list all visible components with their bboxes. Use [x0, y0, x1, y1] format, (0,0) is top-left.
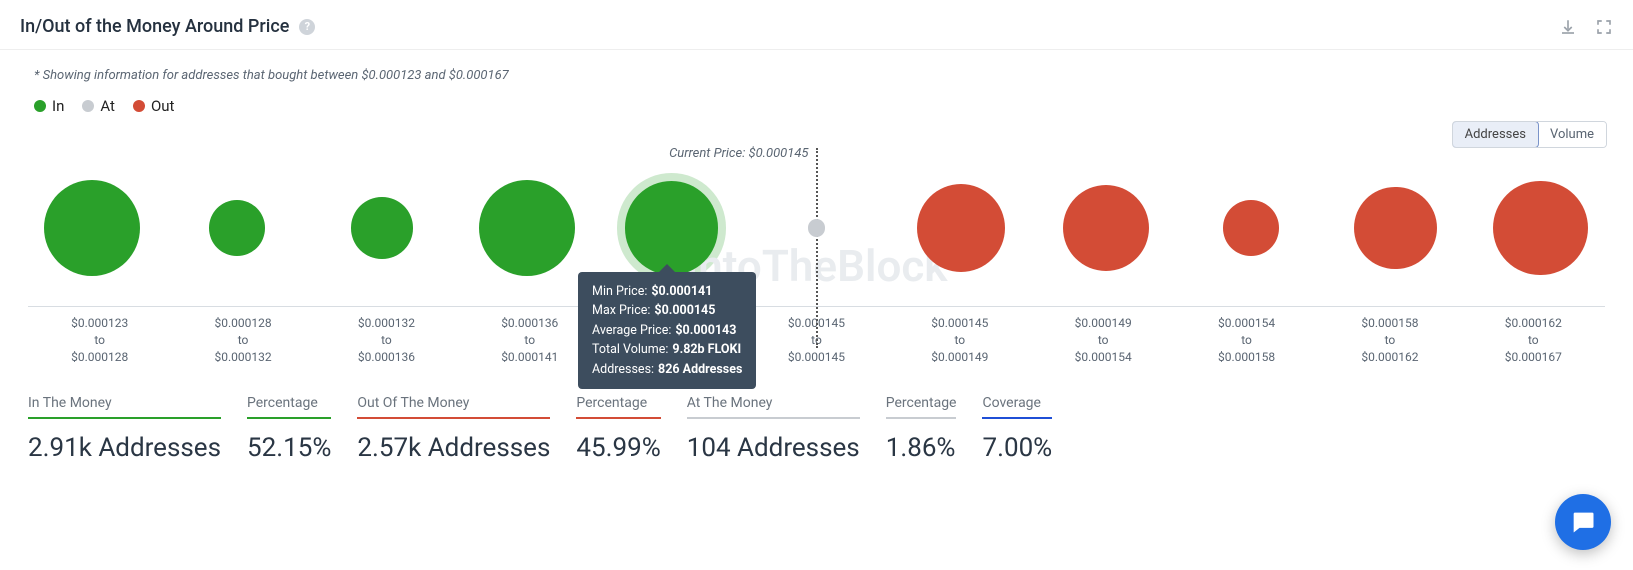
bubble[interactable] — [1493, 181, 1587, 275]
bubble[interactable] — [44, 180, 140, 276]
bubble[interactable] — [209, 200, 265, 256]
stat-block: Percentage 1.86% — [886, 395, 957, 463]
stat-label: Percentage — [886, 395, 957, 419]
bubble[interactable] — [1354, 187, 1437, 270]
legend-label: Out — [151, 97, 175, 115]
stat-block: In The Money 2.91k Addresses — [28, 395, 221, 463]
range-label: $0.000128to$0.000132 — [171, 315, 314, 365]
download-icon[interactable] — [1559, 18, 1577, 36]
bubble-col — [889, 184, 1034, 272]
toggle-addresses[interactable]: Addresses — [1452, 121, 1539, 148]
bubble[interactable] — [351, 197, 412, 258]
stat-block: At The Money 104 Addresses — [687, 395, 860, 463]
expand-icon[interactable] — [1595, 18, 1613, 36]
current-price-line — [816, 148, 818, 348]
range-label: $0.000149to$0.000154 — [1032, 315, 1175, 365]
legend-item[interactable]: In — [34, 97, 64, 115]
stat-block: Coverage 7.00% — [982, 395, 1052, 463]
help-icon[interactable]: ? — [299, 19, 315, 35]
view-toggle: AddressesVolume — [1452, 121, 1607, 148]
bubble-col — [20, 180, 165, 276]
stat-label: Out Of The Money — [357, 395, 550, 419]
toggle-volume[interactable]: Volume — [1538, 122, 1606, 147]
bubble-col — [744, 219, 889, 236]
stat-value: 52.15% — [247, 433, 331, 463]
card-header: In/Out of the Money Around Price ? — [0, 0, 1633, 50]
stat-label: At The Money — [687, 395, 860, 419]
legend-label: In — [52, 97, 64, 115]
stat-label: Coverage — [982, 395, 1052, 419]
stat-label: In The Money — [28, 395, 221, 419]
iomap-card: In/Out of the Money Around Price ? * Sho… — [0, 0, 1633, 487]
summary-stats: In The Money 2.91k Addresses Percentage 52.… — [0, 365, 1633, 487]
stat-block: Percentage 52.15% — [247, 395, 331, 463]
stat-value: 1.86% — [886, 433, 957, 463]
stat-value: 7.00% — [982, 433, 1052, 463]
legend-item[interactable]: At — [82, 97, 115, 115]
range-label: $0.000132to$0.000136 — [315, 315, 458, 365]
bubble[interactable] — [479, 180, 575, 276]
header-actions — [1559, 18, 1613, 36]
stat-value: 104 Addresses — [687, 433, 860, 463]
bubble-col — [1323, 187, 1468, 270]
card-title: In/Out of the Money Around Price — [20, 16, 289, 37]
range-label: $0.000158to$0.000162 — [1318, 315, 1461, 365]
stat-value: 2.57k Addresses — [357, 433, 550, 463]
stat-label: Percentage — [247, 395, 331, 419]
bubble-col — [599, 181, 744, 274]
legend-label: At — [100, 97, 115, 115]
bubble[interactable] — [917, 184, 1005, 272]
legend-dot — [82, 100, 94, 112]
range-label: $0.000162to$0.000167 — [1462, 315, 1605, 365]
bubble[interactable] — [1223, 200, 1279, 256]
chart-area: IntoTheBlock Current Price: $0.000145 $0… — [0, 148, 1633, 365]
bubble-col — [1034, 185, 1179, 271]
bubble-col — [1179, 200, 1324, 256]
bubble-tooltip: Min Price:$0.000141Max Price:$0.000145Av… — [578, 272, 756, 389]
filter-subtitle: * Showing information for addresses that… — [0, 50, 1633, 89]
chat-button[interactable] — [1555, 494, 1611, 550]
legend-dot — [34, 100, 46, 112]
bubble[interactable] — [1063, 185, 1149, 271]
legend: In At Out — [0, 89, 1633, 115]
legend-item[interactable]: Out — [133, 97, 175, 115]
legend-dot — [133, 100, 145, 112]
bubble[interactable] — [625, 181, 718, 274]
bubble-col — [1468, 181, 1613, 275]
bubble-col — [310, 197, 455, 258]
stat-value: 2.91k Addresses — [28, 433, 221, 463]
range-label: $0.000123to$0.000128 — [28, 315, 171, 365]
bubble[interactable] — [808, 219, 825, 236]
bubble-row — [20, 158, 1613, 298]
range-label: $0.000154to$0.000158 — [1175, 315, 1318, 365]
stat-value: 45.99% — [576, 433, 660, 463]
range-label: $0.000145to$0.000149 — [888, 315, 1031, 365]
stat-block: Out Of The Money 2.57k Addresses — [357, 395, 550, 463]
bubble-col — [165, 200, 310, 256]
stat-label: Percentage — [576, 395, 660, 419]
bubble-col — [454, 180, 599, 276]
stat-block: Percentage 45.99% — [576, 395, 660, 463]
